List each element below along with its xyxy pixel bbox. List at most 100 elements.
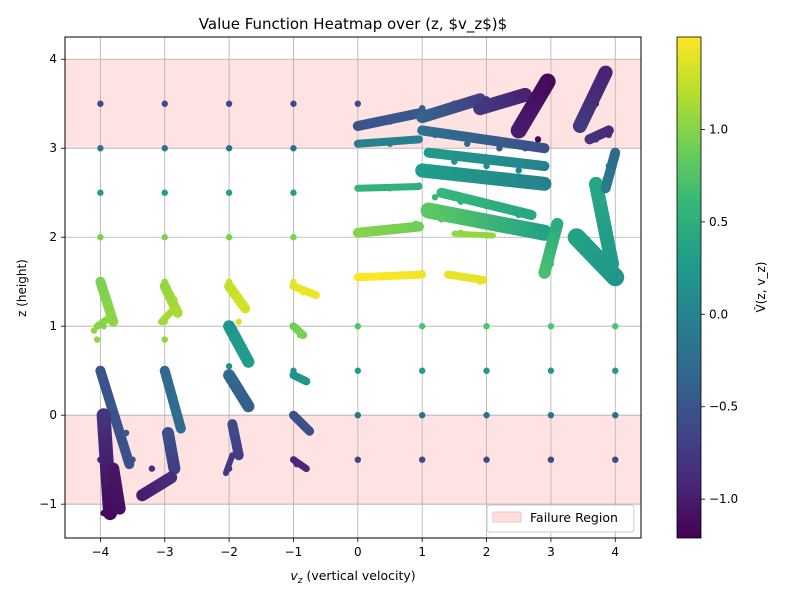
data-streak-23 xyxy=(588,176,620,271)
data-point-61 xyxy=(386,225,394,232)
data-point-83 xyxy=(418,167,426,174)
data-point-39 xyxy=(110,314,117,321)
data-point-36 xyxy=(612,456,619,463)
data-point-47 xyxy=(161,336,168,343)
data-point-8 xyxy=(290,145,297,152)
data-point-122 xyxy=(161,367,168,374)
data-point-144 xyxy=(303,425,310,432)
data-point-125 xyxy=(164,438,172,446)
data-point-44 xyxy=(171,296,178,303)
data-point-103 xyxy=(605,225,613,232)
data-point-16 xyxy=(290,234,297,241)
data-point-128 xyxy=(142,492,149,499)
data-point-53 xyxy=(299,289,307,296)
x-axis-label-rest: (vertical velocity) xyxy=(302,568,415,583)
data-point-33 xyxy=(418,456,426,463)
data-point-79 xyxy=(431,131,439,139)
data-point-124 xyxy=(177,420,185,428)
data-point-59 xyxy=(476,278,484,285)
data-point-56 xyxy=(386,274,394,281)
data-point-66 xyxy=(386,185,394,192)
data-point-131 xyxy=(235,340,242,348)
x-axis-label-symbol: v xyxy=(290,568,298,583)
data-point-37 xyxy=(97,278,104,285)
data-point-90 xyxy=(483,202,490,210)
legend-swatch xyxy=(492,511,522,523)
data-point-115 xyxy=(122,429,130,437)
colorbar-tick-label-4: 1.0 xyxy=(709,122,728,136)
data-point-41 xyxy=(90,327,98,334)
y-tick-label-4: 3 xyxy=(49,141,57,155)
data-point-94 xyxy=(470,216,477,223)
data-layer xyxy=(90,65,625,521)
y-axis-label: z (height) xyxy=(15,259,29,317)
data-point-107 xyxy=(602,176,609,183)
data-point-63 xyxy=(457,229,464,236)
data-point-78 xyxy=(534,136,542,143)
data-point-67 xyxy=(415,182,423,189)
data-point-54 xyxy=(312,291,320,299)
data-streak-1 xyxy=(93,313,114,330)
colorbar-gradient xyxy=(676,36,702,539)
data-point-92 xyxy=(534,225,542,232)
x-tick-label-0: −4 xyxy=(92,545,110,559)
y-tick-label-3: 2 xyxy=(49,230,57,244)
data-point-9 xyxy=(97,189,104,196)
data-streak-28 xyxy=(96,408,118,521)
x-tick-label-1: −3 xyxy=(156,545,174,559)
x-tick-label-6: 2 xyxy=(483,545,491,559)
y-tick-label-2: 1 xyxy=(49,319,57,333)
data-point-64 xyxy=(483,232,490,239)
colorbar-tick-label-0: −1.0 xyxy=(709,492,738,506)
data-point-28 xyxy=(418,411,426,419)
data-point-60 xyxy=(354,229,362,236)
data-point-72 xyxy=(386,118,394,125)
legend: Failure Region xyxy=(486,504,635,533)
data-point-134 xyxy=(229,376,236,383)
x-tick-label-2: −2 xyxy=(220,545,238,559)
data-point-23 xyxy=(418,367,426,374)
data-point-126 xyxy=(171,460,178,468)
data-point-14 xyxy=(161,234,168,241)
data-point-108 xyxy=(579,118,587,125)
data-point-52 xyxy=(290,278,297,285)
data-point-80 xyxy=(464,140,471,147)
data-point-110 xyxy=(599,69,606,76)
data-point-3 xyxy=(290,100,297,107)
data-point-138 xyxy=(225,465,233,472)
data-point-82 xyxy=(521,145,529,152)
data-point-140 xyxy=(296,331,304,339)
data-point-71 xyxy=(354,122,362,130)
data-point-111 xyxy=(605,131,613,139)
data-point-127 xyxy=(155,483,162,490)
data-point-117 xyxy=(103,420,111,428)
data-point-142 xyxy=(299,376,307,383)
data-point-65 xyxy=(354,185,362,192)
failure-region-0 xyxy=(64,58,642,149)
data-point-130 xyxy=(225,323,233,330)
legend-label: Failure Region xyxy=(530,510,618,525)
data-point-136 xyxy=(232,429,239,437)
data-point-137 xyxy=(235,447,242,454)
data-point-139 xyxy=(290,323,297,330)
data-streak-15 xyxy=(510,73,556,139)
data-point-31 xyxy=(612,411,619,419)
x-axis-label: vz (vertical velocity) xyxy=(290,568,415,586)
data-streak-27 xyxy=(95,365,135,470)
data-point-96 xyxy=(550,234,558,241)
data-streak-21 xyxy=(538,217,564,279)
x-tick-label-5: 1 xyxy=(418,545,426,559)
data-point-32 xyxy=(354,456,362,463)
data-point-116 xyxy=(129,456,136,463)
data-streak-24 xyxy=(600,147,621,194)
data-point-93 xyxy=(438,216,445,223)
legend-box xyxy=(486,504,635,533)
data-point-22 xyxy=(354,367,362,374)
x-tick-label-4: 0 xyxy=(354,545,362,559)
data-point-104 xyxy=(612,274,619,281)
data-point-13 xyxy=(97,234,104,241)
data-point-12 xyxy=(290,189,297,196)
data-point-87 xyxy=(541,180,548,188)
data-point-19 xyxy=(483,323,490,330)
data-point-113 xyxy=(97,367,104,374)
